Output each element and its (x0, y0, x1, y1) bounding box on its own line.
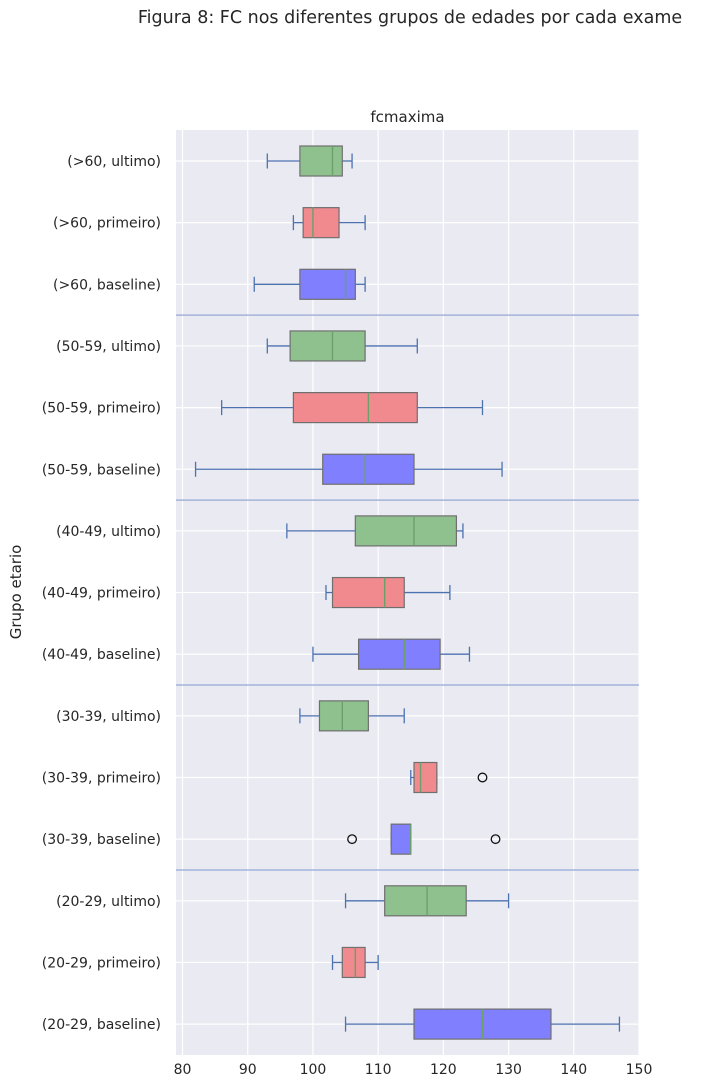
box-iqr (354, 515, 458, 547)
x-tick-label: 90 (239, 1062, 257, 1078)
box-iqr (331, 576, 405, 609)
y-tick-label: (40-49, baseline) (42, 647, 161, 663)
outlier-point (347, 834, 358, 845)
box-30-39-primeiro (410, 761, 488, 794)
box-iqr (318, 700, 369, 732)
x-tick-label: 140 (560, 1062, 587, 1078)
box-iqr (357, 638, 441, 670)
box-20-29-primeiro (331, 946, 379, 979)
x-tick-label: 100 (300, 1062, 327, 1078)
y-tick-label: (30-39, baseline) (42, 832, 161, 848)
chart-title: fcmaxima (370, 108, 444, 126)
box-60-primeiro (292, 207, 366, 239)
y-tick-label: (20-29, baseline) (42, 1017, 161, 1033)
box-40-49-primeiro (325, 576, 451, 609)
y-tick-label: (20-29, ultimo) (56, 894, 161, 910)
box-iqr (299, 268, 356, 300)
y-tick-label: (>60, ultimo) (67, 154, 161, 170)
box-40-49-baseline (312, 638, 471, 670)
x-tick-label: 130 (495, 1062, 522, 1078)
y-tick-label: (30-39, primeiro) (42, 771, 161, 787)
box-iqr (413, 761, 438, 794)
y-tick-label: (30-39, ultimo) (56, 709, 161, 725)
box-iqr (390, 823, 412, 855)
outlier-point (477, 772, 488, 783)
box-50-59-primeiro (220, 392, 484, 424)
box-iqr (299, 145, 343, 177)
y-tick-label: (20-29, primeiro) (42, 955, 161, 971)
y-tick-label: (50-59, baseline) (42, 462, 161, 478)
box-iqr (384, 885, 467, 917)
box-iqr (322, 453, 415, 485)
y-tick-label: (40-49, primeiro) (42, 586, 161, 602)
box-20-29-ultimo (344, 885, 510, 917)
figure-suptitle: Figura 8: FC nos diferentes grupos de ed… (137, 8, 683, 28)
x-tick-label: 150 (626, 1062, 653, 1078)
y-tick-label: (>60, primeiro) (53, 216, 161, 232)
x-tick-label: 120 (430, 1062, 457, 1078)
y-tick-label: (50-59, ultimo) (56, 339, 161, 355)
y-axis-label: Grupo etario (7, 545, 25, 640)
y-tick-label: (>60, baseline) (53, 277, 161, 293)
x-tick-label: 80 (174, 1062, 192, 1078)
box-iqr (292, 392, 418, 424)
y-tick-label: (50-59, primeiro) (42, 401, 161, 417)
box-20-29-baseline (344, 1008, 621, 1040)
box-30-39-baseline (347, 823, 501, 855)
box-iqr (341, 946, 366, 979)
box-iqr (289, 330, 366, 362)
outlier-point (490, 834, 501, 845)
box-60-baseline (253, 268, 366, 300)
box-50-59-ultimo (266, 330, 418, 362)
box-40-49-ultimo (286, 515, 464, 547)
x-tick-label: 110 (365, 1062, 392, 1078)
box-50-59-baseline (194, 453, 503, 485)
plot-area: 80 90 100 110 120 130 140 150 (>60, ultimo) (>60,… (42, 130, 653, 1078)
box-60-ultimo (266, 145, 353, 177)
y-tick-label: (40-49, ultimo) (56, 524, 161, 540)
box-iqr (302, 207, 340, 239)
box-30-39-ultimo (299, 700, 405, 732)
